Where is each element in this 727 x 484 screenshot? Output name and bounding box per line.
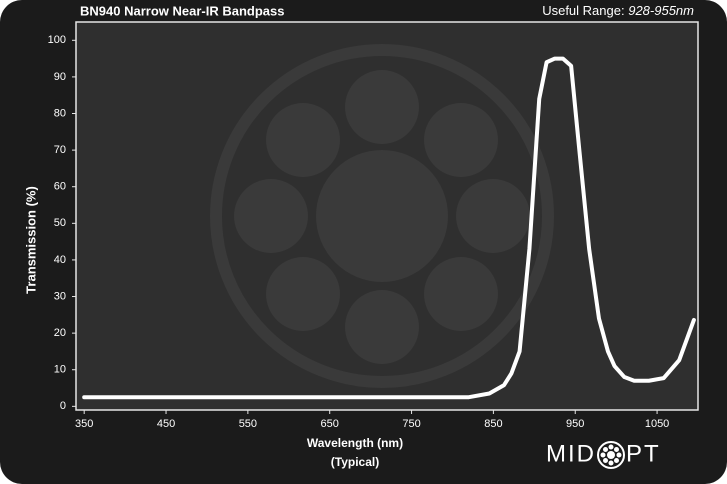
- y-tick-label: 70: [54, 144, 66, 156]
- x-axis-label: Wavelength (nm): [307, 436, 403, 450]
- y-tick-label: 90: [54, 71, 66, 83]
- range-label: Useful Range: 928-955nm: [542, 3, 694, 18]
- y-tick-label: 0: [60, 400, 66, 412]
- x-axis-sublabel: (Typical): [331, 455, 379, 469]
- y-tick-label: 80: [54, 107, 66, 119]
- x-tick-label: 550: [239, 418, 257, 430]
- y-tick-label: 10: [54, 364, 66, 376]
- x-tick-label: 350: [75, 418, 93, 430]
- y-axis-label: Transmission (%): [23, 186, 38, 294]
- y-tick-label: 40: [54, 254, 66, 266]
- x-tick-label: 950: [566, 418, 584, 430]
- logo-right: PT: [626, 440, 661, 467]
- x-tick-label: 1050: [645, 418, 669, 430]
- x-tick-label: 450: [157, 418, 175, 430]
- y-tick-label: 60: [54, 181, 66, 193]
- range-label-text: Useful Range:: [542, 3, 624, 18]
- range-value: 928-955nm: [628, 3, 694, 18]
- chart: BN940 Narrow Near-IR Bandpass Useful Ran…: [0, 0, 727, 484]
- y-tick-label: 50: [54, 217, 66, 229]
- y-tick-label: 100: [48, 34, 66, 46]
- y-tick-label: 30: [54, 290, 66, 302]
- chart-title: BN940 Narrow Near-IR Bandpass: [80, 3, 284, 18]
- x-tick-label: 650: [321, 418, 339, 430]
- x-tick-label: 750: [402, 418, 420, 430]
- watermark: [216, 50, 548, 382]
- logo-mark: [598, 442, 624, 468]
- y-tick-label: 20: [54, 327, 66, 339]
- logo-left: MID: [546, 440, 596, 467]
- x-tick-label: 850: [484, 418, 502, 430]
